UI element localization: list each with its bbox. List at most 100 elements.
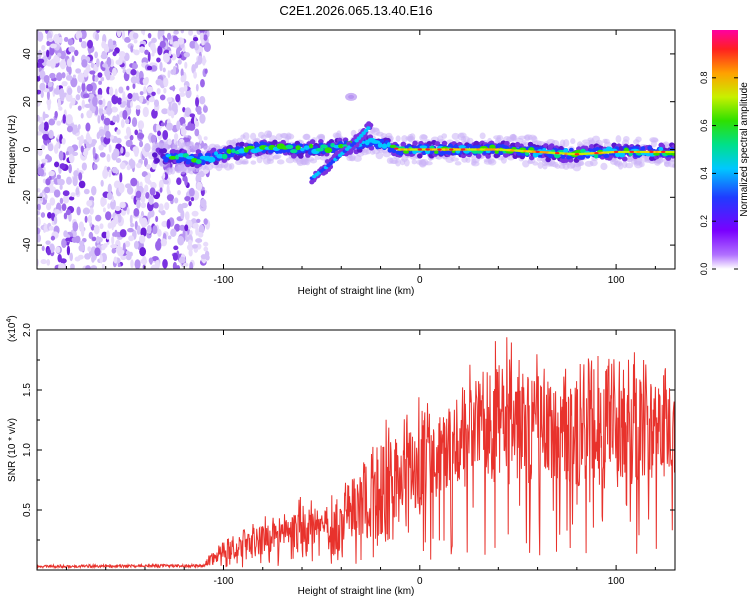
noise-speck: [105, 70, 111, 81]
signal-core-blue: [163, 158, 169, 163]
noise-speck: [149, 257, 153, 265]
noise-speck: [98, 129, 106, 137]
signal-core-blob: [371, 140, 381, 144]
noise-speck: [124, 151, 130, 158]
noise-speck: [174, 197, 179, 204]
noise-speck: [61, 137, 66, 145]
noise-speck: [37, 148, 43, 157]
noise-speck: [197, 55, 203, 65]
colorbar-tick-label: 0.8: [699, 72, 709, 85]
noise-speck: [95, 214, 102, 222]
signal-band: [309, 139, 316, 145]
noise-speck: [83, 69, 89, 78]
noise-speck: [150, 134, 157, 144]
colorbar-tick-label: 0.6: [699, 119, 709, 132]
spectrogram-x-tick-label: 0: [417, 275, 423, 286]
noise-speck: [70, 192, 76, 198]
colorbar-tick-label: 0.0: [699, 263, 709, 276]
noise-speck: [144, 175, 151, 184]
noise-speck: [180, 126, 187, 137]
noise-speck: [184, 175, 188, 186]
signal-halo: [175, 140, 182, 147]
noise-speck: [58, 262, 66, 269]
noise-speck: [144, 142, 151, 153]
noise-speck: [200, 79, 205, 88]
signal-halo: [236, 137, 244, 144]
noise-speck: [116, 137, 122, 144]
noise-speck: [68, 163, 72, 174]
noise-speck: [107, 183, 112, 194]
noise-speck: [37, 234, 42, 243]
noise-speck: [55, 246, 61, 254]
spectrogram-y-tick-label: -20: [22, 190, 33, 205]
noise-speck: [171, 102, 178, 112]
noise-speck: [45, 202, 52, 211]
spectrogram-panel: -100 0 100 -40 -20 0 20 40 Height of straight l…: [7, 29, 676, 297]
noise-speck: [86, 83, 94, 92]
signal-core-blob: [381, 143, 388, 149]
snr-y-multiplier-base: (x10: [7, 322, 18, 342]
noise-speck: [147, 32, 152, 39]
noise-speck: [63, 36, 69, 42]
noise-speck: [185, 125, 193, 131]
noise-speck: [37, 188, 41, 193]
noise-speck: [37, 159, 40, 165]
noise-speck: [184, 195, 191, 202]
noise-speck: [90, 62, 95, 69]
noise-speck: [119, 229, 127, 238]
noise-speck: [91, 236, 97, 242]
noise-speck: [204, 250, 210, 257]
noise-speck: [126, 186, 134, 195]
noise-speck: [111, 94, 119, 105]
noise-speck: [107, 38, 114, 49]
signal-halo: [204, 163, 214, 171]
noise-speck: [106, 56, 112, 67]
signal-core-blue: [398, 151, 404, 156]
noise-speck: [67, 87, 73, 96]
noise-speck: [115, 143, 122, 150]
noise-speck: [124, 240, 131, 248]
noise-speck: [66, 125, 74, 133]
noise-speck: [115, 157, 122, 164]
signal-halo: [353, 155, 362, 162]
noise-speck: [41, 158, 48, 163]
noise-speck: [110, 219, 117, 228]
noise-speck: [194, 128, 200, 137]
signal-halo: [623, 136, 630, 142]
noise-speck: [96, 235, 100, 244]
noise-speck: [146, 65, 153, 71]
noise-speck: [179, 91, 186, 97]
noise-speck: [56, 174, 61, 180]
branch-core: [354, 138, 359, 143]
noise-speck: [156, 57, 161, 63]
signal-core-blob: [593, 153, 599, 159]
noise-speck: [113, 148, 120, 158]
noise-speck: [93, 224, 100, 235]
noise-speck: [90, 265, 98, 269]
noise-speck: [130, 69, 137, 76]
noise-speck: [180, 75, 185, 83]
noise-speck: [37, 203, 41, 211]
noise-speck: [178, 256, 186, 264]
signal-core-blob: [303, 145, 310, 150]
noise-speck: [193, 71, 197, 79]
signal-core-blue: [446, 150, 452, 155]
signal-halo: [532, 161, 539, 166]
signal-band: [161, 148, 168, 154]
noise-speck: [124, 52, 130, 62]
noise-speck: [114, 88, 118, 97]
signal-halo: [192, 144, 199, 151]
signal-band: [441, 140, 448, 146]
noise-speck: [145, 192, 150, 199]
branch-core: [356, 136, 362, 140]
noise-speck: [189, 261, 194, 269]
signal-halo: [395, 135, 401, 142]
noise-speck: [172, 261, 177, 269]
noise-speck: [68, 153, 75, 164]
noise-speck: [94, 51, 99, 59]
noise-speck: [94, 247, 101, 257]
noise-speck: [155, 78, 163, 86]
noise-speck: [180, 209, 185, 220]
noise-speck: [98, 99, 103, 105]
noise-speck: [169, 39, 173, 45]
